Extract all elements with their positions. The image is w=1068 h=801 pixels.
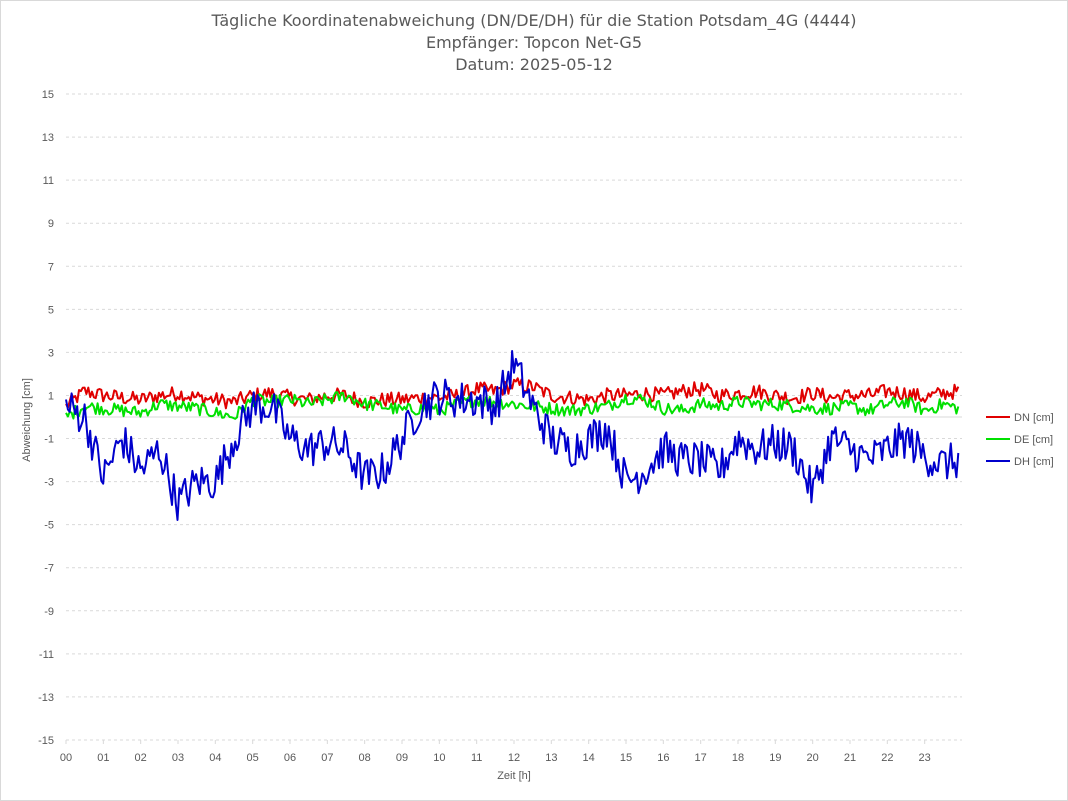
x-tick-label: 19 (769, 752, 781, 764)
x-tick-label: 05 (247, 752, 259, 764)
y-tick-label: -9 (44, 606, 54, 618)
chart-title: Tägliche Koordinatenabweichung (DN/DE/DH… (211, 11, 857, 30)
legend-label: DE [cm] (1014, 434, 1053, 446)
y-tick-label: 7 (48, 261, 54, 273)
y-tick-label: 3 (48, 347, 54, 359)
y-tick-label: 15 (42, 89, 54, 101)
x-tick-label: 01 (97, 752, 109, 764)
y-tick-label: 13 (42, 132, 54, 144)
y-tick-label: 5 (48, 304, 54, 316)
legend: DN [cm] DE [cm] DH [cm] (986, 412, 1054, 468)
series-line-de (65, 391, 960, 420)
x-tick-label: 04 (209, 752, 221, 764)
x-tick-label: 08 (359, 752, 371, 764)
series-line-dh (65, 350, 960, 521)
x-tick-label: 22 (881, 752, 893, 764)
series-lines (65, 350, 960, 521)
y-tick-label: -3 (44, 477, 54, 489)
x-tick-labels: 00 01 02 03 04 05 06 07 08 09 10 11 12 13 14 15 16 17 18 19… (60, 740, 931, 764)
x-tick-label: 10 (433, 752, 445, 764)
x-tick-label: 03 (172, 752, 184, 764)
y-tick-label: -13 (38, 692, 54, 704)
legend-label: DH [cm] (1014, 456, 1054, 468)
y-tick-label: 9 (48, 218, 54, 230)
x-axis-title: Zeit [h] (497, 770, 531, 782)
chart-titles: Tägliche Koordinatenabweichung (DN/DE/DH… (0, 10, 1068, 76)
y-tick-label: 1 (48, 390, 54, 402)
x-tick-label: 11 (471, 752, 482, 764)
grid-lines (66, 93, 962, 741)
x-tick-label: 21 (844, 752, 856, 764)
chart-subtitle-receiver: Empfänger: Topcon Net-G5 (425, 33, 643, 52)
chart-subtitle-date: Datum: 2025-05-12 (455, 55, 613, 74)
x-tick-label: 23 (919, 752, 931, 764)
y-tick-label: -11 (39, 649, 54, 661)
x-tick-label: 06 (284, 752, 296, 764)
x-tick-label: 07 (321, 752, 333, 764)
x-tick-label: 20 (807, 752, 819, 764)
x-tick-label: 15 (620, 752, 632, 764)
y-tick-label: 11 (43, 175, 54, 187)
x-tick-label: 17 (695, 752, 707, 764)
x-tick-label: 02 (135, 752, 147, 764)
x-tick-label: 12 (508, 752, 520, 764)
x-tick-label: 18 (732, 752, 744, 764)
legend-label: DN [cm] (1014, 412, 1054, 424)
y-tick-label: -7 (44, 563, 54, 575)
x-tick-label: 13 (545, 752, 557, 764)
x-tick-label: 09 (396, 752, 408, 764)
x-tick-label: 00 (60, 752, 72, 764)
y-tick-labels: 15 13 11 9 7 5 3 1 -1 -3 -5 -7 -9 -11 -13 -15 (38, 89, 54, 747)
x-tick-label: 14 (583, 752, 595, 764)
x-tick-label: 16 (657, 752, 669, 764)
y-tick-label: -15 (38, 735, 54, 747)
y-axis-title: Abweichung [cm] (21, 378, 33, 462)
series-line-dn (65, 377, 960, 410)
y-tick-label: -1 (44, 434, 54, 446)
y-tick-label: -5 (44, 520, 54, 532)
